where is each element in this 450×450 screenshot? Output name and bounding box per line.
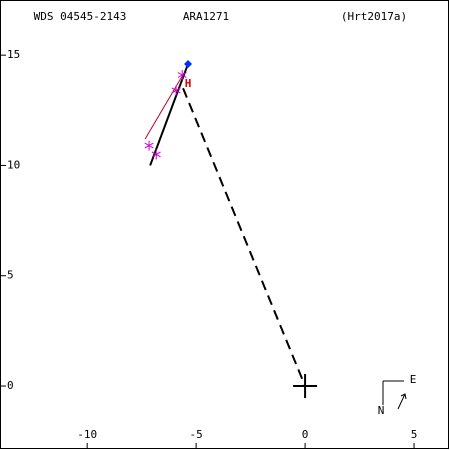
- y-tick-label: 0: [7, 379, 14, 392]
- x-tick-label: -10: [77, 428, 97, 441]
- compass-east: E: [410, 373, 417, 386]
- x-tick-label: 0: [302, 428, 309, 441]
- y-tick-label: 5: [7, 269, 14, 282]
- star-stroke: [151, 151, 161, 158]
- compass: [382, 380, 407, 410]
- orbit-line: [144, 72, 185, 140]
- annotation: H: [185, 77, 192, 90]
- x-tick-label: -5: [190, 428, 203, 441]
- star-point: [177, 70, 187, 80]
- star-stroke: [144, 142, 154, 149]
- orbit-line: [182, 87, 307, 387]
- x-tick-label: 5: [411, 428, 418, 441]
- diamond-point: [184, 59, 193, 68]
- star-stroke: [171, 87, 181, 94]
- star-point: [171, 85, 181, 96]
- diamond-shape: [184, 59, 193, 68]
- compass-north: N: [378, 404, 385, 417]
- y-tick-label: 10: [7, 158, 20, 171]
- star-stroke: [177, 72, 187, 78]
- y-tick-label: 15: [7, 48, 20, 61]
- orbit-line: [149, 65, 189, 166]
- title-right: (Hrt2017a): [341, 10, 407, 23]
- star-point: [151, 149, 161, 160]
- title-center: ARA1271: [183, 10, 229, 23]
- cross-point: [293, 374, 318, 399]
- title-left: WDS 04545-2143: [34, 10, 127, 23]
- star-point: [144, 140, 154, 151]
